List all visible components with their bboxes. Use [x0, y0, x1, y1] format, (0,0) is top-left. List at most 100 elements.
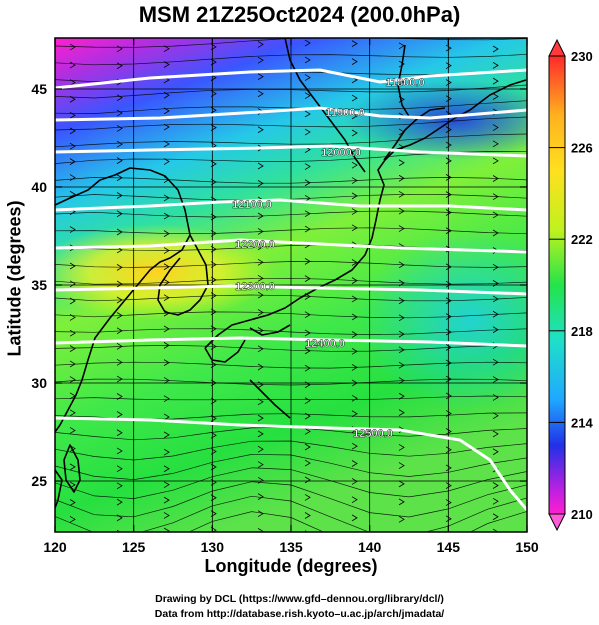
coastline-kyushu: [204, 339, 246, 363]
wind-arrow: [351, 496, 358, 504]
wind-arrow: [257, 90, 264, 98]
wind-arrow: [163, 481, 170, 489]
wind-arrow: [492, 448, 499, 456]
wind-arrow: [492, 157, 499, 165]
wind-arrow: [257, 398, 264, 406]
wind-arrow: [210, 178, 217, 186]
wind-arrow: [210, 292, 217, 299]
wind-arrow: [351, 331, 358, 338]
contour-12400: [55, 336, 527, 348]
wind-arrow: [116, 125, 123, 132]
streamline: [55, 133, 527, 148]
wind-arrow: [116, 109, 123, 117]
coastline-sakhalin: [397, 44, 411, 119]
wind-arrow: [399, 533, 404, 539]
wind-arrow: [210, 230, 217, 237]
wind-arrow: [116, 94, 123, 102]
streamline: [55, 345, 527, 352]
wind-arrow: [492, 211, 499, 219]
wind-arrow: [69, 226, 76, 233]
wind-arrow: [163, 279, 170, 286]
streamline: [55, 467, 527, 499]
wind-arrow: [445, 174, 452, 181]
contour-label: 12400.0: [305, 338, 345, 350]
wind-arrow: [69, 427, 76, 434]
coastline-korea: [157, 234, 209, 316]
wind-arrow: [445, 515, 452, 523]
wind-arrow: [116, 280, 123, 288]
wind-arrow: [445, 410, 452, 417]
wind-arrow: [351, 460, 358, 467]
wind-arrow: [492, 229, 499, 237]
wind-arrow: [257, 243, 264, 251]
wind-arrow: [351, 394, 358, 402]
wind-arrow: [304, 329, 311, 337]
streamline: [55, 481, 527, 518]
wind-arrow: [69, 95, 76, 103]
wind-arrow: [445, 375, 452, 383]
wind-arrow: [163, 45, 170, 53]
contour-11800: [55, 68, 527, 90]
wind-arrow: [398, 377, 405, 384]
wind-arrow: [210, 510, 217, 517]
wind-arrow: [257, 291, 264, 299]
wind-arrow: [351, 259, 358, 266]
wind-arrow: [163, 123, 170, 131]
x-tick-label: 120: [43, 539, 67, 555]
wind-streamlines: [55, 38, 527, 539]
wind-arrow: [445, 141, 452, 149]
contour-12300: [55, 284, 527, 296]
wind-arrow: [445, 280, 452, 288]
wind-arrow: [257, 510, 264, 518]
contour-label: 11800.0: [385, 77, 424, 89]
wind-arrow: [304, 110, 311, 118]
wind-arrow: [492, 326, 499, 334]
wind-arrow: [69, 61, 76, 69]
contour-12000: [55, 144, 527, 158]
y-axis-ticks: 25 30 35 40 45: [31, 81, 527, 489]
wind-arrow: [69, 499, 76, 506]
wind-arrow: [492, 310, 499, 318]
wind-arrow: [210, 308, 217, 316]
x-tick-label: 135: [279, 539, 303, 555]
wind-arrow: [398, 462, 405, 469]
contour-label: 12000.0: [321, 147, 361, 159]
wind-arrow: [304, 275, 311, 282]
x-tick-label: 130: [201, 539, 225, 555]
wind-arrow: [304, 459, 311, 467]
contour-label: 12500.0: [353, 428, 393, 440]
wind-arrow: [492, 77, 499, 85]
wind-arrow: [116, 393, 123, 400]
wind-arrow: [445, 62, 452, 70]
wind-arrow: [445, 44, 452, 52]
wind-arrow: [163, 359, 170, 366]
contour-label: 12300.0: [235, 281, 275, 293]
wind-arrow: [304, 56, 311, 64]
contour-label: 11900.0: [325, 107, 364, 119]
wind-arrow: [163, 140, 170, 148]
wind-arrow: [445, 328, 452, 336]
wind-arrow: [398, 409, 405, 416]
wind-arrow: [70, 532, 75, 538]
wind-arrow: [445, 95, 452, 103]
wind-arrow: [210, 448, 217, 455]
wind-arrow: [304, 311, 311, 319]
wind-arrow: [69, 345, 76, 352]
wind-arrow: [445, 359, 452, 367]
wind-arrow: [351, 192, 358, 200]
wind-arrow: [351, 224, 358, 232]
chart-title: MSM 21Z25Oct2024 (200.0hPa): [138, 2, 461, 27]
wind-arrow: [163, 247, 170, 254]
wind-arrow: [398, 346, 405, 354]
wind-arrow: [69, 142, 76, 150]
wind-arrow: [257, 228, 264, 235]
wind-arrow: [69, 409, 76, 417]
wind-arrow: [492, 430, 499, 438]
wind-arrow: [398, 279, 405, 287]
wind-arrow: [116, 375, 123, 383]
streamline: [55, 395, 527, 401]
wind-arrow: [163, 431, 170, 439]
wind-arrow: [210, 343, 217, 350]
wind-arrow: [304, 194, 311, 202]
data-credit: Data from http://database.rish.kyoto–u.a…: [154, 608, 445, 620]
